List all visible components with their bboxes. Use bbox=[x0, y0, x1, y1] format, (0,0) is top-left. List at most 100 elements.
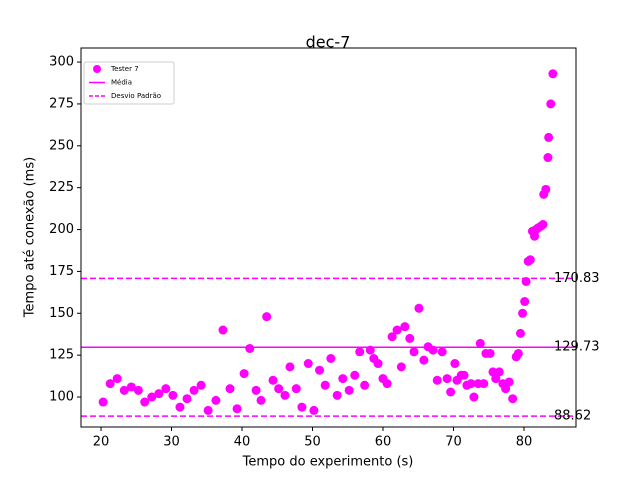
y-tick-label: 175 bbox=[49, 264, 74, 279]
y-tick-label: 225 bbox=[49, 180, 74, 195]
point bbox=[161, 384, 171, 394]
point bbox=[409, 347, 419, 357]
point bbox=[98, 397, 108, 407]
legend-label: Média bbox=[111, 79, 132, 87]
point bbox=[256, 395, 266, 405]
point bbox=[262, 312, 272, 322]
point bbox=[479, 379, 489, 389]
point bbox=[437, 347, 447, 357]
reference-label: 129.73 bbox=[554, 340, 600, 355]
point bbox=[309, 405, 319, 415]
point bbox=[154, 389, 164, 399]
legend-label: Desvio Padrão bbox=[111, 92, 161, 100]
x-tick-label: 70 bbox=[445, 435, 462, 450]
point bbox=[432, 375, 442, 385]
point bbox=[541, 184, 551, 194]
point bbox=[459, 370, 469, 380]
point bbox=[112, 374, 122, 384]
point bbox=[175, 402, 185, 412]
point bbox=[119, 385, 129, 395]
x-tick-label: 40 bbox=[234, 435, 251, 450]
point bbox=[225, 384, 235, 394]
point bbox=[355, 347, 365, 357]
point bbox=[494, 367, 504, 377]
point bbox=[546, 99, 556, 109]
y-tick-label: 250 bbox=[49, 138, 74, 153]
x-tick-label: 30 bbox=[163, 435, 180, 450]
point bbox=[251, 385, 261, 395]
point bbox=[189, 385, 199, 395]
reference-label: 170.83 bbox=[554, 271, 600, 286]
point bbox=[508, 394, 518, 404]
point bbox=[466, 379, 476, 389]
point bbox=[332, 390, 342, 400]
y-tick-label: 300 bbox=[49, 55, 74, 70]
y-tick-label: 200 bbox=[49, 222, 74, 237]
point bbox=[285, 362, 295, 372]
point bbox=[442, 374, 452, 384]
point bbox=[414, 303, 424, 313]
point bbox=[515, 328, 525, 338]
point bbox=[182, 394, 192, 404]
point bbox=[291, 384, 301, 394]
point bbox=[320, 380, 330, 390]
y-tick-label: 275 bbox=[49, 96, 74, 111]
point bbox=[396, 362, 406, 372]
point bbox=[140, 397, 150, 407]
legend-marker bbox=[93, 65, 101, 73]
point bbox=[315, 365, 325, 375]
point bbox=[538, 220, 548, 230]
point bbox=[133, 385, 143, 395]
legend-box bbox=[83, 61, 175, 105]
point bbox=[548, 69, 558, 79]
point bbox=[382, 379, 392, 389]
x-axis-label: Tempo do experimento (s) bbox=[242, 455, 414, 470]
point bbox=[303, 359, 313, 369]
point bbox=[326, 354, 336, 364]
point bbox=[387, 332, 397, 342]
legend-label: Tester 7 bbox=[110, 65, 139, 73]
point bbox=[218, 325, 228, 335]
point bbox=[544, 132, 554, 142]
point bbox=[450, 359, 460, 369]
chart-title: dec-7 bbox=[306, 33, 351, 52]
point bbox=[168, 390, 178, 400]
point bbox=[525, 255, 535, 265]
point bbox=[203, 405, 213, 415]
point bbox=[196, 380, 206, 390]
point bbox=[297, 402, 307, 412]
point bbox=[147, 392, 157, 402]
x-tick-label: 50 bbox=[304, 435, 321, 450]
x-tick-label: 60 bbox=[375, 435, 392, 450]
point bbox=[373, 359, 383, 369]
y-tick-label: 100 bbox=[49, 390, 74, 405]
point bbox=[513, 348, 523, 358]
point bbox=[274, 384, 284, 394]
point bbox=[105, 379, 115, 389]
point bbox=[338, 374, 348, 384]
point bbox=[491, 374, 501, 384]
point bbox=[126, 382, 136, 392]
point bbox=[518, 308, 528, 318]
reference-label: 88.62 bbox=[554, 409, 591, 424]
point bbox=[469, 392, 479, 402]
point bbox=[521, 276, 531, 286]
x-tick-label: 20 bbox=[93, 435, 110, 450]
point bbox=[520, 297, 530, 307]
y-tick-label: 150 bbox=[49, 306, 74, 321]
plot-frame bbox=[80, 47, 577, 428]
point bbox=[501, 384, 511, 394]
point bbox=[405, 333, 415, 343]
point bbox=[245, 343, 255, 353]
y-tick-label: 125 bbox=[49, 348, 74, 363]
point bbox=[446, 387, 456, 397]
point bbox=[530, 231, 540, 241]
point bbox=[268, 375, 278, 385]
x-tick-label: 80 bbox=[516, 435, 533, 450]
point bbox=[365, 345, 375, 355]
point bbox=[428, 345, 438, 355]
point bbox=[239, 369, 249, 379]
point bbox=[350, 370, 360, 380]
point bbox=[360, 380, 370, 390]
point bbox=[392, 325, 402, 335]
